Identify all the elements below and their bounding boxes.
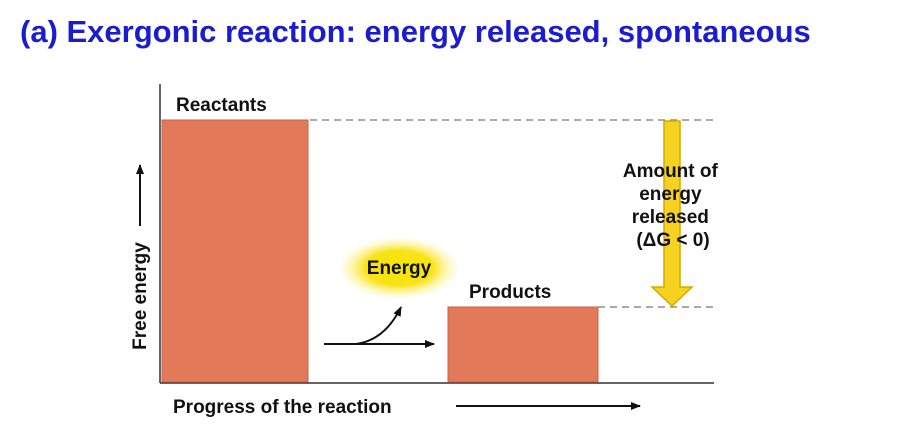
energy-label: Energy <box>367 258 432 279</box>
energy-released-line-3: released <box>632 207 709 228</box>
y-axis-label: Free energy <box>130 242 151 350</box>
energy-released-line-1: Amount of <box>623 161 719 182</box>
energy-release-arrow <box>355 306 402 345</box>
energy-released-line-4: (ΔG < 0) <box>636 230 709 251</box>
x-axis-label: Progress of the reaction <box>173 397 392 418</box>
reactants-bar <box>161 119 309 383</box>
energy-released-label: Amount of energy released (ΔG < 0) <box>623 161 723 251</box>
energy-released-line-2: energy <box>639 184 702 205</box>
products-label: Products <box>469 282 551 303</box>
reactants-label: Reactants <box>176 95 267 116</box>
products-bar <box>447 306 599 383</box>
energy-released-arrow <box>650 120 694 308</box>
energy-glow <box>337 236 461 300</box>
page-title: (a) Exergonic reaction: energy released,… <box>20 14 811 49</box>
